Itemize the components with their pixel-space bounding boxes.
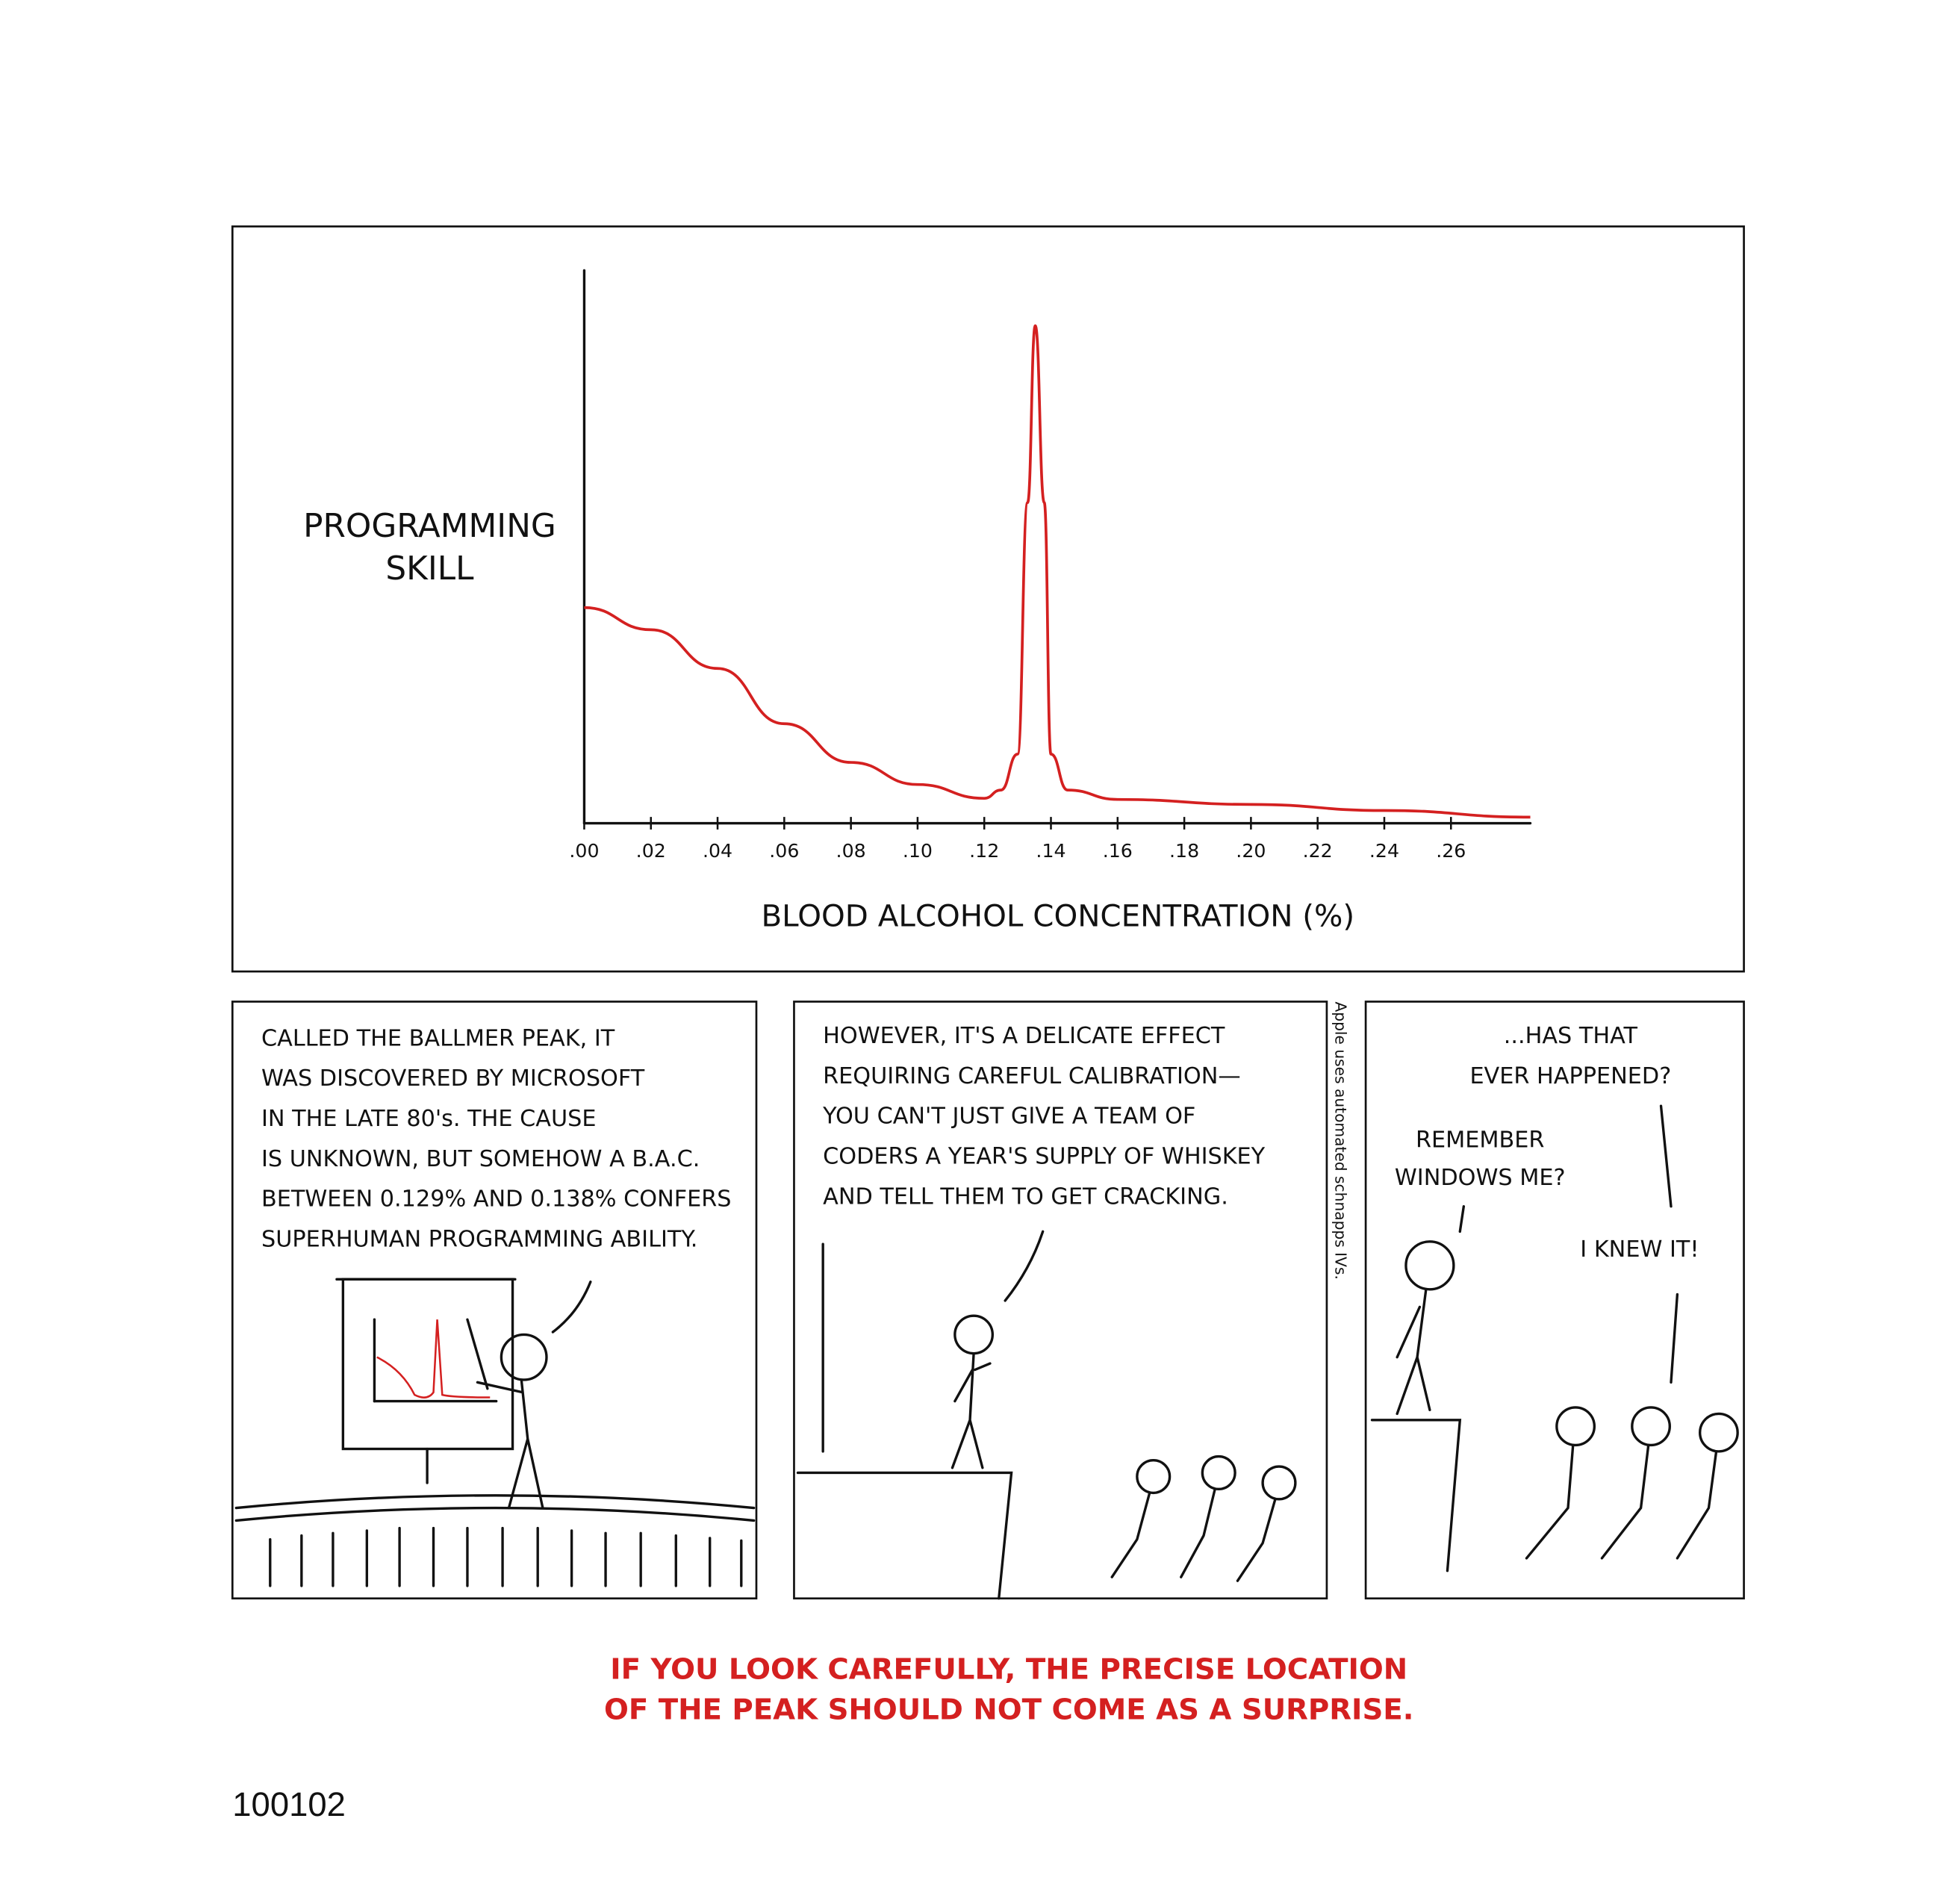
- speech-text: WINDOWS ME?: [1395, 1165, 1566, 1191]
- speech-text: CALLED THE BALLMER PEAK, IT: [261, 1025, 615, 1051]
- x-tick-label: .04: [703, 840, 732, 862]
- speech-text: REMEMBER: [1416, 1127, 1544, 1154]
- panel-3-art: [1370, 1104, 1739, 1572]
- footer: 100102: [232, 1785, 346, 1823]
- x-tick-label: .12: [969, 840, 999, 862]
- x-tick-label: .26: [1436, 840, 1466, 862]
- speech-text: EVER HAPPENED?: [1469, 1063, 1671, 1089]
- speech-text: REQUIRING CAREFUL CALIBRATION—: [823, 1063, 1240, 1089]
- x-tick-label: .08: [836, 840, 866, 862]
- panel-2: [793, 1001, 1328, 1600]
- speech-text: I KNEW IT!: [1580, 1236, 1699, 1263]
- x-tick-label: .00: [569, 840, 599, 862]
- x-tick-label: .24: [1369, 840, 1399, 862]
- side-note: Apple uses automated schnapps IVs.: [1332, 1001, 1350, 1279]
- x-tick-label: .18: [1169, 840, 1199, 862]
- panel-2-art: [796, 1230, 1297, 1600]
- panel-1: [231, 1001, 758, 1600]
- x-tick-label: .14: [1036, 840, 1065, 862]
- caption: OF THE PEAK SHOULD NOT COME AS A SURPRIS…: [604, 1693, 1413, 1726]
- data-line: [584, 324, 1531, 819]
- panel-3: [1364, 1001, 1745, 1600]
- speech-text: IS UNKNOWN, BUT SOMEHOW A B.A.C.: [261, 1146, 700, 1172]
- speech-text: ...HAS THAT: [1504, 1023, 1638, 1049]
- y-axis-label: PROGRAMMING: [303, 507, 556, 545]
- x-tick-label: .22: [1303, 840, 1333, 862]
- caption: IF YOU LOOK CAREFULLY, THE PRECISE LOCAT…: [610, 1652, 1407, 1686]
- speech-text: CODERS A YEAR'S SUPPLY OF WHISKEY: [823, 1144, 1266, 1170]
- speech-text: IN THE LATE 80's. THE CAUSE: [261, 1106, 596, 1132]
- x-axis-label: BLOOD ALCOHOL CONCENTRATION (%): [761, 899, 1354, 934]
- y-axis-label: SKILL: [385, 550, 474, 588]
- x-tick-label: .20: [1236, 840, 1266, 862]
- x-tick-label: .06: [769, 840, 799, 862]
- x-tick-label: .16: [1103, 840, 1133, 862]
- speech-text: YOU CAN'T JUST GIVE A TEAM OF: [822, 1104, 1195, 1130]
- panel-1-art: [234, 1278, 756, 1587]
- x-tick-label: .02: [636, 840, 666, 862]
- chart-panel: [231, 225, 1745, 973]
- speech-text: HOWEVER, IT'S A DELICATE EFFECT: [823, 1023, 1225, 1049]
- speech-text: AND TELL THEM TO GET CRACKING.: [823, 1183, 1228, 1210]
- speech-text: BETWEEN 0.129% AND 0.138% CONFERS: [261, 1186, 732, 1213]
- speech-text: WAS DISCOVERED BY MICROSOFT: [261, 1065, 645, 1092]
- speech-text: SUPERHUMAN PROGRAMMING ABILITY.: [261, 1227, 697, 1253]
- x-tick-label: .10: [903, 840, 933, 862]
